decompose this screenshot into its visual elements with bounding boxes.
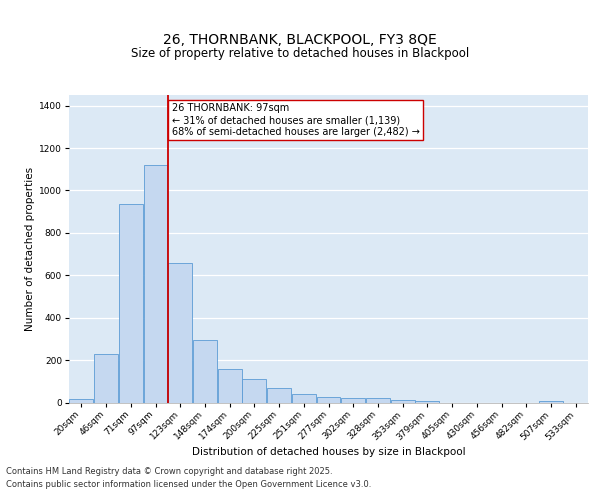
Bar [292, 394, 316, 402]
Bar [218, 368, 242, 402]
Bar [366, 398, 390, 402]
Bar [391, 400, 415, 402]
Bar [267, 388, 291, 402]
Text: 26, THORNBANK, BLACKPOOL, FY3 8QE: 26, THORNBANK, BLACKPOOL, FY3 8QE [163, 32, 437, 46]
Bar [539, 401, 563, 402]
Bar [119, 204, 143, 402]
Y-axis label: Number of detached properties: Number of detached properties [25, 166, 35, 331]
Bar [193, 340, 217, 402]
Bar [317, 397, 340, 402]
Text: Size of property relative to detached houses in Blackpool: Size of property relative to detached ho… [131, 48, 469, 60]
Text: 26 THORNBANK: 97sqm
← 31% of detached houses are smaller (1,139)
68% of semi-det: 26 THORNBANK: 97sqm ← 31% of detached ho… [172, 104, 419, 136]
Bar [94, 354, 118, 403]
Bar [168, 262, 192, 402]
Bar [143, 165, 167, 402]
Text: Contains HM Land Registry data © Crown copyright and database right 2025.: Contains HM Land Registry data © Crown c… [6, 467, 332, 476]
Bar [70, 400, 94, 402]
X-axis label: Distribution of detached houses by size in Blackpool: Distribution of detached houses by size … [191, 447, 466, 457]
Text: Contains public sector information licensed under the Open Government Licence v3: Contains public sector information licen… [6, 480, 371, 489]
Bar [242, 379, 266, 402]
Bar [341, 398, 365, 402]
